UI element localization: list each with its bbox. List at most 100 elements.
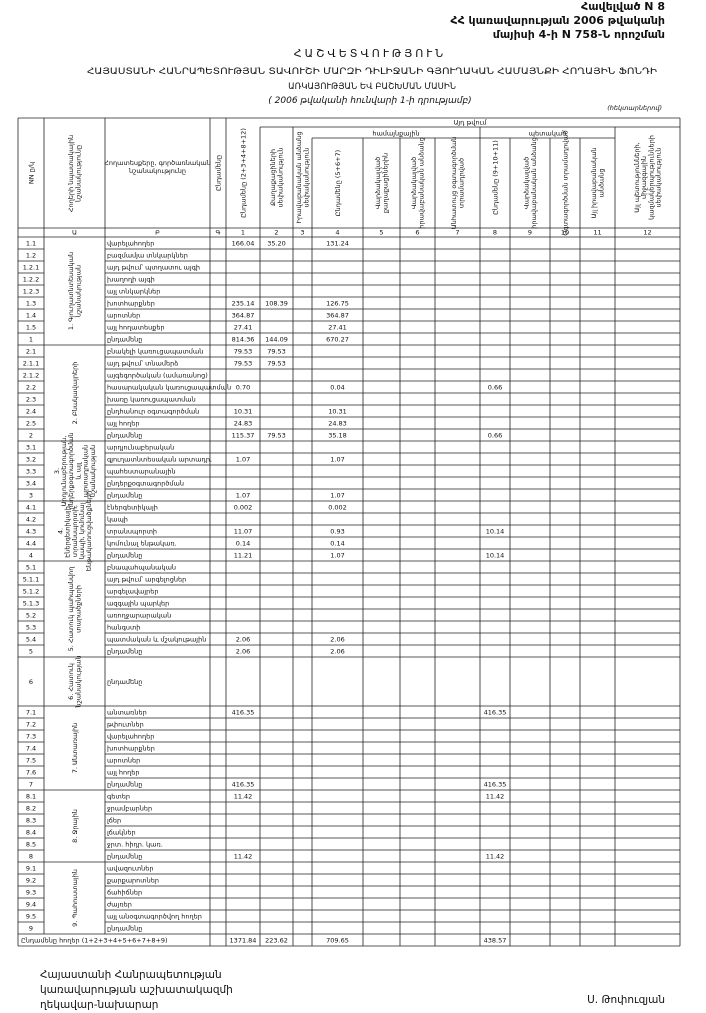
column-header-group: Վարձակալվածիրավաբանական անձանց (410, 137, 425, 229)
row-code: 3.3 (26, 467, 36, 475)
row-code: 1.2.1 (23, 263, 40, 271)
row-code: 9.5 (26, 912, 36, 920)
group-label-group: 4.Էներգետիկայի,տրանսպորտի,կապի, կոմունալ… (56, 491, 93, 571)
column-letter: Ա (72, 229, 77, 237)
column-header: Վարձակալվածիրավաբանական անձանց (523, 137, 538, 229)
row-name: ջրամբարներ (107, 804, 152, 812)
column-group-title: համայնքային (372, 130, 419, 138)
cell-value: 11.42 (486, 792, 505, 800)
row-code: 1.2.3 (23, 287, 40, 295)
cell-value: 79.53 (234, 347, 253, 355)
row-code: 8.1 (26, 792, 36, 800)
cell-value: 79.53 (267, 431, 286, 439)
cell-value: 364.87 (326, 311, 349, 319)
title-line: ԱՌԿԱՅՈՒԹՅԱՆ ԵՎ ԲԱՇԽՄԱՆ ՄԱՍԻՆ (288, 82, 456, 92)
row-name: ժայռեր (107, 900, 132, 908)
row-name: այգեգործական (ամառանոց) (107, 371, 208, 379)
row-name: հանգստի (107, 623, 140, 631)
row-name: այլ անօգտագործվող հողեր (107, 912, 202, 920)
group-label: 6. Հատուկնշանակության (67, 655, 82, 708)
row-code: 2.5 (26, 419, 36, 427)
row-code: 2.1.1 (23, 359, 40, 367)
cell-value: 416.35 (484, 708, 507, 716)
appendix: Հավելված N 8 (581, 0, 665, 13)
cell-value: 2.06 (236, 635, 250, 643)
row-code: 1.1 (26, 239, 36, 247)
column-header-group: Քաղաքացիներիսեփականություն (269, 147, 284, 207)
group-label-group: 7. Անտառային (71, 723, 79, 774)
column-header-group: Վարձակալվածիրավաբանական անձանց (523, 137, 538, 229)
footer-position: ղեկավար-նախարար (40, 999, 158, 1011)
cell-value: 24.83 (234, 419, 253, 427)
column-number: 9 (528, 229, 532, 237)
row-code: 7.4 (26, 744, 36, 752)
row-code: 5.1 (26, 563, 36, 571)
column-header: Ընդամենը (9+10+11) (491, 140, 499, 215)
row-name: վարելահողեր (107, 732, 154, 740)
column-number: 7 (455, 229, 459, 237)
column-number: 10 (561, 229, 569, 237)
row-name: ընդամենը (107, 491, 142, 499)
cell-value: 0.14 (330, 539, 344, 547)
row-name: ազգային պարկեր (107, 599, 169, 607)
row-code: 2.3 (26, 395, 36, 403)
column-header: Օգտագործման տրամադրված (561, 130, 569, 235)
cell-value: 814.36 (232, 335, 255, 343)
row-code: 2.1 (26, 347, 36, 355)
row-name: արոտներ (107, 756, 140, 764)
cell-value: 1.07 (236, 491, 250, 499)
row-name: ընդամենը (107, 924, 142, 932)
row-name: ավազուտներ (107, 864, 154, 872)
cell-value: 131.24 (326, 239, 349, 247)
cell-value: 438.57 (484, 936, 507, 944)
header-line: ՀՀ կառավարության 2006 թվականի (450, 14, 665, 27)
column-letter: Բ (155, 229, 160, 237)
row-name: գյուղատնտեսական արտադր. (107, 455, 212, 463)
row-name: կապի (107, 515, 128, 523)
column-header-group: Իրավաբանական անձանցսեփականություն (295, 132, 310, 224)
row-code: 7.5 (26, 756, 36, 764)
row-name: այլ հողեր (107, 419, 140, 427)
column-header-group: Ընդամենը (5+6+7) (334, 150, 342, 216)
column-header-group: Օգտագործման տրամադրված (561, 130, 569, 235)
cell-value: 416.35 (232, 780, 255, 788)
row-name: արդյունաբերական (107, 443, 174, 451)
row-name: ընդամենը (107, 780, 142, 788)
row-name: ընդամենը (107, 335, 142, 343)
row-code: 4.3 (26, 527, 36, 535)
column-header: Ընդամենը (2+3+4+8+12) (239, 128, 247, 218)
cell-value: 115.37 (232, 431, 255, 439)
row-name: լճեր (107, 816, 121, 824)
column-number: Գ (216, 229, 221, 237)
row-code: 4 (29, 551, 33, 559)
row-name: բնապահպանական (107, 563, 176, 571)
group-label: 4.Էներգետիկայի,տրանսպորտի,կապի, կոմունալ… (56, 491, 93, 571)
row-name: թփուտներ (107, 720, 144, 728)
row-code: 3.4 (26, 479, 36, 487)
group-label-group: 6. Հատուկնշանակության (67, 655, 82, 708)
cell-value: 2.06 (330, 647, 344, 655)
row-name: ընդերքօգտագործման (107, 479, 184, 487)
cell-value: 0.14 (236, 539, 250, 547)
row-code: 4.1 (26, 503, 36, 511)
column-group-title: Այդ թվում (453, 119, 487, 127)
row-name: այլ հողատեսքեր (107, 323, 165, 331)
row-name: այդ թվում՝ արգելոցներ (107, 575, 186, 583)
group-label-group: 1. Գյուղատնտեսականնշանակության (67, 252, 82, 330)
cell-value: 79.53 (267, 359, 286, 367)
row-name: ընդամենը (107, 551, 142, 559)
row-code: 2.4 (26, 407, 36, 415)
cell-value: 11.07 (234, 527, 253, 535)
cell-value: 0.66 (488, 431, 502, 439)
row-name: պատմական և մշակութային (107, 635, 206, 643)
row-name: կոմունալ ենթակառ. (107, 539, 177, 547)
cell-value: 1.07 (330, 491, 344, 499)
row-name: խոտհարքներ (107, 299, 155, 307)
cell-value: 1.07 (330, 455, 344, 463)
cell-value: 235.14 (232, 299, 255, 307)
cell-value: 0.70 (236, 383, 250, 391)
stub-header: Հողատեսքերը, գործառնական նշանակությունը (104, 159, 211, 175)
row-code: 9.1 (26, 864, 36, 872)
row-name: էներգետիկայի (107, 503, 158, 511)
row-name: պահեստարանային (107, 467, 176, 475)
